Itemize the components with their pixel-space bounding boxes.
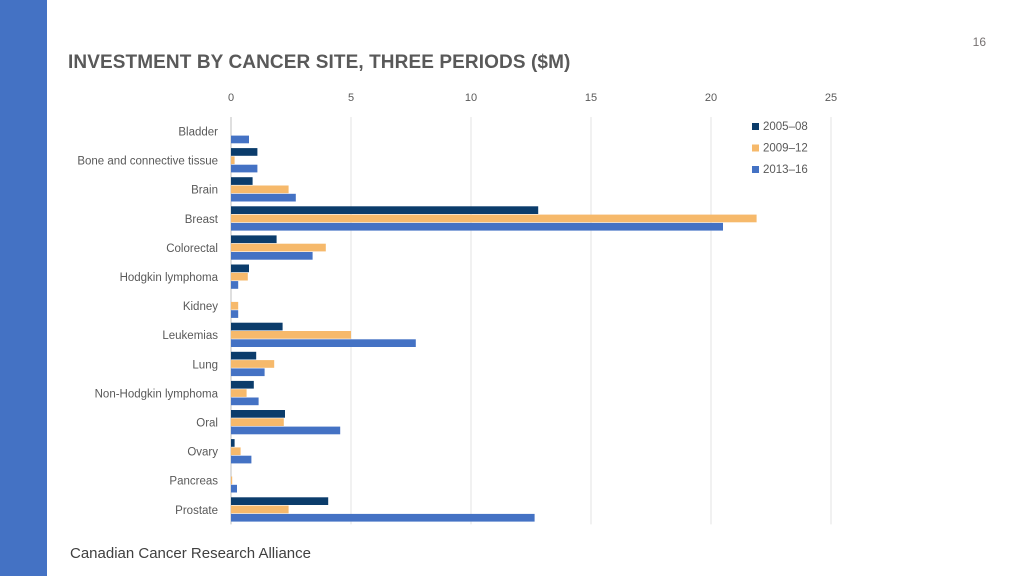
bar (231, 439, 235, 447)
bar (231, 164, 258, 173)
x-tick-label: 20 (705, 92, 717, 104)
category-label: Pancreas (169, 476, 218, 488)
category-label: Hodgkin lymphoma (120, 272, 219, 284)
bar (231, 148, 258, 156)
bar (231, 243, 326, 252)
category-label: Kidney (183, 301, 218, 313)
legend-swatch (752, 144, 759, 152)
bar (231, 310, 239, 318)
footer-text: Canadian Cancer Research Alliance (70, 545, 311, 562)
legend-label: 2009–12 (763, 143, 808, 155)
x-tick-label: 15 (585, 92, 597, 104)
bar (231, 322, 283, 331)
bar (231, 156, 235, 165)
bar (231, 339, 416, 347)
bar (231, 281, 239, 289)
bar (231, 476, 233, 485)
bar (231, 497, 329, 505)
bar (231, 513, 535, 522)
bar (231, 397, 259, 406)
bar (231, 447, 241, 456)
x-tick-label: 0 (228, 92, 234, 104)
bar (231, 484, 237, 493)
bar (231, 389, 247, 397)
x-tick-label: 25 (825, 92, 837, 104)
bar (231, 301, 239, 310)
category-label: Oral (196, 417, 218, 429)
category-label: Brain (191, 185, 218, 197)
category-label: Ovary (187, 447, 218, 459)
bar (231, 426, 341, 435)
bar (231, 235, 277, 244)
category-label: Colorectal (166, 243, 218, 255)
bar (231, 331, 351, 339)
bar (231, 193, 296, 202)
x-tick-label: 5 (348, 92, 354, 104)
bar (231, 351, 257, 360)
x-tick-label: 10 (465, 92, 477, 104)
side-accent-bar (0, 0, 47, 576)
bar (231, 214, 757, 223)
category-label: Breast (185, 214, 219, 226)
legend-label: 2005–08 (763, 121, 808, 133)
legend-label: 2013–16 (763, 164, 808, 176)
bar (231, 360, 275, 368)
category-label: Lung (192, 359, 218, 371)
bar (231, 368, 265, 377)
bar (231, 206, 539, 214)
bar (231, 418, 284, 426)
category-label: Prostate (175, 505, 218, 517)
category-label: Bladder (178, 126, 218, 138)
bar (231, 455, 252, 464)
bar (231, 505, 289, 514)
category-label: Non-Hodgkin lymphoma (95, 388, 219, 400)
slide-title: INVESTMENT BY CANCER SITE, THREE PERIODS… (68, 52, 571, 73)
legend-swatch (752, 166, 759, 173)
bar (231, 135, 249, 144)
legend-swatch (752, 123, 759, 130)
bar (231, 222, 723, 231)
bar (231, 272, 248, 281)
bar (231, 252, 313, 260)
category-label: Bone and connective tissue (77, 156, 218, 168)
bar (231, 185, 289, 194)
bar (231, 264, 249, 273)
page-number: 16 (972, 35, 986, 49)
bar (231, 177, 253, 185)
category-label: Leukemias (162, 330, 218, 342)
bar (231, 410, 285, 418)
bar (231, 380, 254, 389)
